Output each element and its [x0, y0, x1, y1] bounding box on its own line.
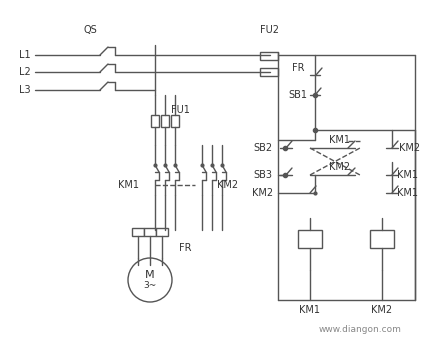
- Text: FU1: FU1: [171, 105, 190, 115]
- Text: FR: FR: [179, 243, 191, 253]
- Text: KM1: KM1: [117, 180, 139, 190]
- Bar: [260, 52, 278, 60]
- Text: SB1: SB1: [289, 90, 308, 100]
- Text: QS: QS: [83, 25, 97, 35]
- Text: FR: FR: [292, 63, 304, 73]
- Text: KM1: KM1: [330, 135, 351, 145]
- Bar: [298, 230, 322, 248]
- Bar: [132, 228, 144, 236]
- Text: KM2: KM2: [253, 188, 274, 198]
- Text: KM1: KM1: [397, 170, 418, 180]
- Text: L1: L1: [19, 50, 31, 60]
- Text: KM2: KM2: [371, 305, 392, 315]
- Circle shape: [128, 258, 172, 302]
- Bar: [151, 115, 159, 127]
- Text: SB3: SB3: [253, 170, 272, 180]
- Text: L3: L3: [19, 85, 31, 95]
- Bar: [260, 68, 278, 76]
- Text: KM1: KM1: [397, 188, 418, 198]
- Text: L2: L2: [19, 67, 31, 77]
- Text: 3~: 3~: [143, 282, 157, 290]
- Text: SB2: SB2: [253, 143, 272, 153]
- Text: KM2: KM2: [400, 143, 421, 153]
- Bar: [144, 228, 156, 236]
- Text: FU2: FU2: [260, 25, 279, 35]
- Bar: [156, 228, 168, 236]
- Text: KM1: KM1: [300, 305, 320, 315]
- Text: www.diangon.com: www.diangon.com: [319, 325, 401, 335]
- Bar: [370, 230, 394, 248]
- Text: KM2: KM2: [330, 162, 351, 172]
- Bar: [161, 115, 169, 127]
- Text: M: M: [145, 270, 155, 280]
- Text: KM2: KM2: [217, 180, 238, 190]
- Bar: [171, 115, 179, 127]
